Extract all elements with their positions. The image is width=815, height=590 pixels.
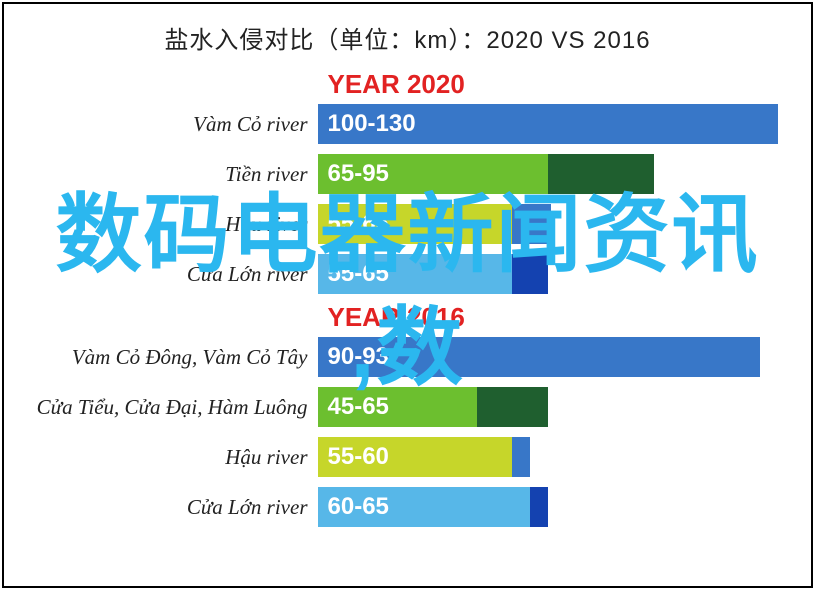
row-label: Hậu river [28,445,318,470]
row-label: Vàm Cỏ river [28,112,318,137]
bar-row: Tiền river65-95 [28,152,788,196]
chart-title: 盐水入侵对比（单位：km）：2020 VS 2016 [4,4,811,65]
bar-row: Vàm Cỏ Đông, Vàm Cỏ Tây90-93 [28,335,788,379]
chart-frame: 盐水入侵对比（单位：km）：2020 VS 2016 YEAR 2020Vàm … [2,2,813,588]
bar-inner: 55-66 [318,204,513,244]
bar-inner: 100-130 [318,104,672,144]
row-label: Hậu river [28,212,318,237]
row-label: Cửa Lớn river [28,495,318,520]
bar-track: 100-130 [318,104,788,144]
bar-row: Cửa Tiểu, Cửa Đại, Hàm Luông45-65 [28,385,788,429]
row-label: Cửa Lớn river [28,262,318,287]
chart-area: YEAR 2020Vàm Cỏ river100-130Tiền river65… [28,69,788,529]
row-label: Cửa Tiểu, Cửa Đại, Hàm Luông [28,395,318,420]
row-label: Tiền river [28,162,318,187]
bar-inner: 60-65 [318,487,530,527]
row-label: Vàm Cỏ Đông, Vàm Cỏ Tây [28,345,318,370]
bar-row: Hậu river55-66 [28,202,788,246]
bar-track: 60-65 [318,487,788,527]
bar-inner: 65-95 [318,154,548,194]
bar-track: 55-66 [318,204,788,244]
bar-inner: 45-65 [318,387,477,427]
bar-row: Cửa Lớn river55-65 [28,252,788,296]
bar-row: Vàm Cỏ river100-130 [28,102,788,146]
bar-track: 55-65 [318,254,788,294]
bar-inner: 55-65 [318,254,513,294]
bar-inner: 90-93 [318,337,636,377]
section-header: YEAR 2016 [328,302,788,333]
bar-row: Hậu river55-60 [28,435,788,479]
bar-track: 65-95 [318,154,788,194]
bar-inner: 55-60 [318,437,513,477]
bar-track: 45-65 [318,387,788,427]
bar-track: 55-60 [318,437,788,477]
section-header: YEAR 2020 [328,69,788,100]
bar-row: Cửa Lớn river60-65 [28,485,788,529]
bar-track: 90-93 [318,337,788,377]
